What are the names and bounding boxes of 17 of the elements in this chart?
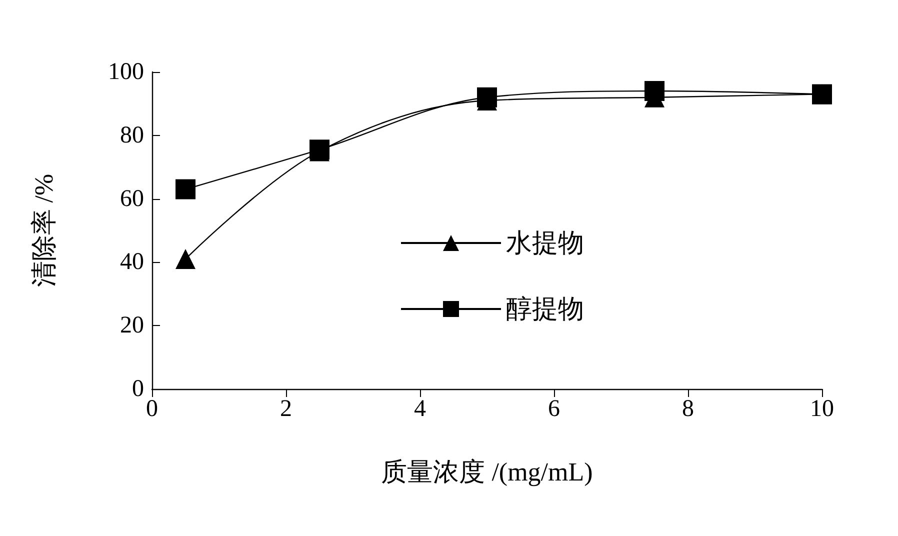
x-axis-title: 质量浓度 /(mg/mL)	[381, 458, 593, 486]
y-tick-label: 80	[120, 122, 144, 148]
x-tick-label: 2	[280, 396, 292, 422]
x-tick-label: 6	[548, 396, 560, 422]
y-tick-label: 100	[108, 59, 144, 85]
legend-label: 醇提物	[506, 294, 584, 324]
y-tick-label: 60	[120, 186, 144, 212]
x-tick-label: 8	[682, 396, 694, 422]
y-axis-title: 清除率 /%	[30, 174, 58, 288]
x-tick-label: 4	[414, 396, 426, 422]
point	[176, 179, 196, 200]
y-tick-label: 40	[120, 249, 144, 276]
legend-label: 水提物	[506, 228, 584, 258]
y-tick-label: 0	[132, 376, 144, 402]
point	[176, 249, 196, 270]
x-tick-label: 10	[810, 396, 834, 422]
y-tick-label: 20	[120, 312, 144, 339]
